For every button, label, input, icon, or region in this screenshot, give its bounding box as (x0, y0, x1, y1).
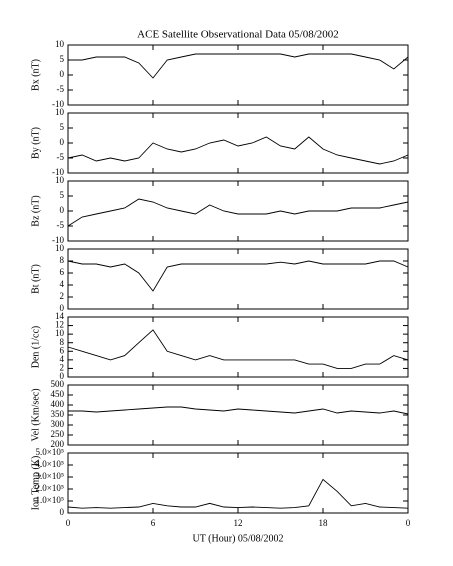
y-tick-label: 250 (51, 429, 65, 439)
y-tick-label: 10 (55, 107, 65, 117)
x-tick-label: 0 (66, 518, 71, 528)
y-tick-label: 0 (60, 371, 65, 381)
y-tick-label: 10 (55, 243, 65, 253)
y-tick-label: -10 (52, 167, 64, 177)
y-tick-label: 2 (60, 362, 65, 372)
y-tick-label: 200 (51, 439, 65, 449)
y-tick-label: -5 (57, 220, 65, 230)
y-tick-label: 0 (60, 303, 65, 313)
panel-frame (67, 180, 409, 242)
data-line (67, 329, 409, 369)
y-tick-label: 5 (60, 122, 65, 132)
y-tick-label: -10 (52, 235, 64, 245)
data-line (67, 136, 409, 165)
y-tick-label: 4 (60, 354, 65, 364)
y-tick-label: 5.0×10⁵ (36, 447, 64, 457)
y-tick-label: 8 (60, 255, 65, 265)
y-tick-label: 450 (51, 389, 65, 399)
data-line (67, 260, 409, 292)
y-tick-label: 6 (60, 267, 65, 277)
y-tick-label: 6 (60, 345, 65, 355)
y-tick-label: 5 (60, 190, 65, 200)
data-line (67, 478, 409, 509)
y-tick-label: 4 (60, 279, 65, 289)
panel-frame (67, 248, 409, 310)
y-tick-label: -10 (52, 99, 64, 109)
y-axis-label: Bz (nT) (30, 195, 41, 226)
chart-title: ACE Satellite Observational Data 05/08/2… (137, 29, 339, 41)
y-tick-label: -5 (57, 84, 65, 94)
y-tick-label: 0 (60, 507, 65, 517)
y-tick-label: 2.0×10⁵ (36, 483, 64, 493)
y-tick-label: 0 (60, 69, 65, 79)
x-tick-label: 12 (234, 518, 243, 528)
y-tick-label: 4.0×10⁵ (36, 459, 64, 469)
data-line (68, 406, 409, 415)
panel-frame (67, 316, 409, 378)
panel-frame (67, 452, 409, 514)
x-tick-label: 18 (319, 518, 329, 528)
y-tick-label: 350 (51, 409, 65, 419)
y-tick-label: 8 (60, 337, 65, 347)
y-tick-label: 14 (55, 311, 65, 321)
x-tick-label: 6 (151, 518, 156, 528)
y-axis-label: Bx (nT) (30, 59, 41, 91)
y-tick-label: -5 (57, 152, 65, 162)
y-axis-label: Vel (Km/sec) (30, 388, 41, 441)
data-line (68, 53, 409, 79)
x-tick-label: 0 (406, 518, 411, 528)
y-axis-label: By (nT) (30, 127, 41, 159)
y-tick-label: 0 (60, 205, 65, 215)
y-tick-label: 3.0×10⁵ (36, 471, 64, 481)
panel-frame (67, 112, 409, 174)
y-tick-label: 10 (55, 39, 65, 49)
data-line (67, 198, 409, 227)
x-axis-label: UT (Hour) 05/08/2002 (193, 533, 284, 544)
y-tick-label: 300 (51, 419, 65, 429)
y-axis-label: Bt (nT) (30, 264, 41, 294)
y-tick-label: 1.0×10⁵ (36, 495, 64, 505)
y-axis-label: Ion Temp (K) (30, 456, 41, 511)
y-axis-label: Den (1/cc) (30, 326, 41, 368)
y-tick-label: 500 (51, 379, 65, 389)
y-tick-label: 12 (55, 320, 64, 330)
y-tick-label: 10 (55, 175, 65, 185)
y-tick-label: 10 (55, 328, 65, 338)
panel-frame (67, 384, 409, 446)
y-tick-label: 0 (60, 137, 65, 147)
y-tick-label: 5 (60, 54, 65, 64)
y-tick-label: 2 (60, 291, 65, 301)
y-tick-label: 400 (51, 399, 65, 409)
